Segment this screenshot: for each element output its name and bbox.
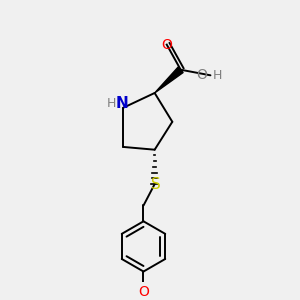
Text: H: H: [107, 97, 117, 110]
Text: O: O: [196, 68, 207, 82]
Text: O: O: [161, 38, 172, 52]
Text: N: N: [116, 96, 128, 111]
Text: H: H: [212, 69, 222, 82]
Polygon shape: [154, 67, 183, 93]
Text: S: S: [151, 177, 160, 192]
Text: O: O: [138, 285, 149, 299]
